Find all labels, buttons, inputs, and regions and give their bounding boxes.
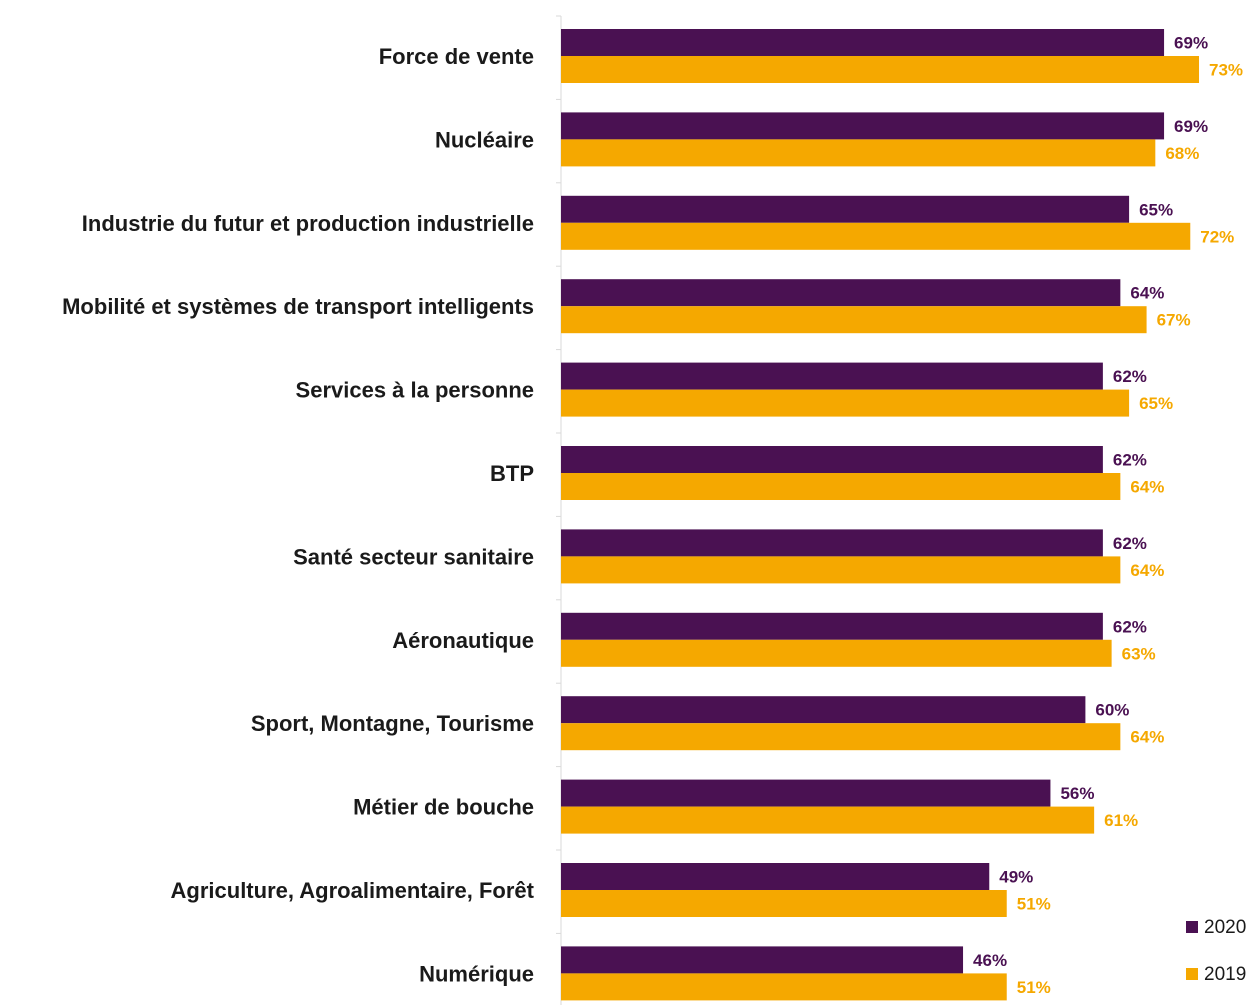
bar-2019 xyxy=(561,306,1147,334)
category-label: BTP xyxy=(490,461,534,486)
category-label: Agriculture, Agroalimentaire, Forêt xyxy=(171,878,535,903)
data-label-2019: 63% xyxy=(1122,644,1156,663)
bar-2019 xyxy=(561,806,1095,834)
data-label-2019: 72% xyxy=(1200,227,1234,246)
category-label: Santé secteur sanitaire xyxy=(293,544,534,569)
bar-2019 xyxy=(561,639,1112,667)
legend-swatch-2020 xyxy=(1186,921,1198,933)
bar-2019 xyxy=(561,723,1121,751)
data-label-2020: 62% xyxy=(1113,367,1147,386)
chart-legend: 2020 2019 xyxy=(1186,917,1246,985)
category-label: Métier de bouche xyxy=(353,795,534,820)
data-label-2020: 69% xyxy=(1174,117,1208,136)
bar-2019 xyxy=(561,556,1121,584)
data-label-2020: 64% xyxy=(1130,284,1164,303)
data-label-2020: 56% xyxy=(1060,784,1094,803)
data-label-2019: 68% xyxy=(1165,144,1199,163)
legend-label-2019: 2019 xyxy=(1204,964,1246,985)
bar-2019 xyxy=(561,890,1007,917)
data-label-2019: 64% xyxy=(1130,561,1164,580)
bar-2020 xyxy=(561,279,1121,307)
bar-2020 xyxy=(561,446,1103,473)
bar-2019 xyxy=(561,473,1121,500)
bar-2020 xyxy=(561,195,1130,223)
bar-2019 xyxy=(561,56,1200,83)
data-label-2019: 65% xyxy=(1139,394,1173,413)
data-label-2020: 65% xyxy=(1139,200,1173,219)
chart-bars xyxy=(561,29,1200,1001)
data-label-2019: 64% xyxy=(1130,728,1164,747)
category-label: Numérique xyxy=(419,961,534,986)
legend-label-2020: 2020 xyxy=(1204,917,1246,938)
legend-swatch-2019 xyxy=(1186,968,1198,980)
bar-2020 xyxy=(561,362,1103,390)
category-label: Services à la personne xyxy=(296,378,534,403)
bar-2020 xyxy=(561,29,1165,56)
bar-2019 xyxy=(561,973,1007,1001)
data-label-2019: 51% xyxy=(1017,895,1051,914)
bar-2020 xyxy=(561,529,1103,557)
chart-labels: Force de vente69%73%Nucléaire69%68%Indus… xyxy=(62,34,1243,997)
data-label-2020: 69% xyxy=(1174,34,1208,53)
bar-2020 xyxy=(561,612,1103,640)
data-label-2020: 49% xyxy=(999,868,1033,887)
data-label-2019: 51% xyxy=(1017,978,1051,997)
category-label: Mobilité et systèmes de transport intell… xyxy=(62,294,534,319)
category-label: Force de vente xyxy=(379,44,534,69)
bar-2020 xyxy=(561,779,1051,807)
bar-2020 xyxy=(561,946,964,974)
category-label: Sport, Montagne, Tourisme xyxy=(251,711,534,736)
category-label: Aéronautique xyxy=(392,628,534,653)
bar-2019 xyxy=(561,139,1156,167)
data-label-2019: 73% xyxy=(1209,61,1243,80)
category-label: Industrie du futur et production industr… xyxy=(82,211,534,236)
bar-2020 xyxy=(561,696,1086,724)
category-label: Nucléaire xyxy=(435,127,534,152)
data-label-2020: 46% xyxy=(973,951,1007,970)
bar-2019 xyxy=(561,222,1191,250)
data-label-2020: 60% xyxy=(1095,701,1129,720)
bar-2019 xyxy=(561,389,1130,417)
data-label-2019: 67% xyxy=(1157,311,1191,330)
data-label-2019: 61% xyxy=(1104,811,1138,830)
data-label-2020: 62% xyxy=(1113,451,1147,470)
data-label-2019: 64% xyxy=(1130,478,1164,497)
bar-2020 xyxy=(561,863,990,890)
chart-axis xyxy=(556,15,562,1005)
data-label-2020: 62% xyxy=(1113,534,1147,553)
bar-2020 xyxy=(561,112,1165,140)
data-label-2020: 62% xyxy=(1113,617,1147,636)
